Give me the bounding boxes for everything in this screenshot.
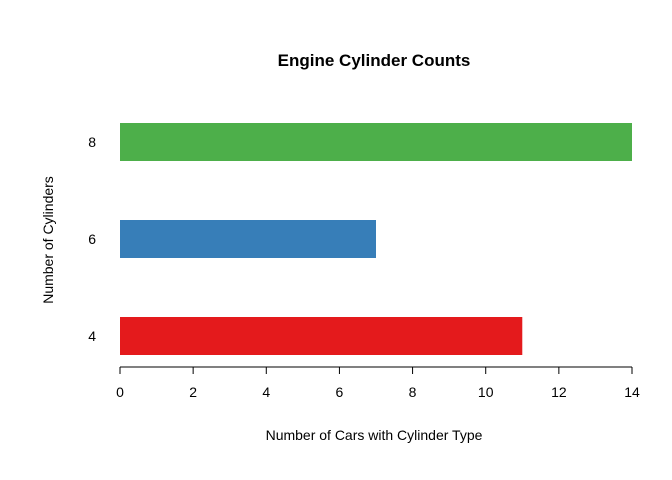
y-axis-label: Number of Cylinders [40, 176, 56, 304]
x-tick-label-4: 4 [262, 384, 270, 400]
x-axis-label: Number of Cars with Cylinder Type [266, 427, 483, 443]
y-tick-label-8: 8 [88, 134, 96, 150]
x-tick-label-14: 14 [624, 384, 640, 400]
y-category-labels: 4 6 8 [88, 134, 96, 344]
x-tick-label-6: 6 [336, 384, 344, 400]
bar-8-cylinders [120, 123, 632, 161]
bar-6-cylinders [120, 220, 376, 258]
y-tick-label-6: 6 [88, 231, 96, 247]
x-tick-label-10: 10 [478, 384, 494, 400]
chart-title: Engine Cylinder Counts [278, 51, 471, 70]
x-tick-label-8: 8 [409, 384, 417, 400]
y-tick-label-4: 4 [88, 328, 96, 344]
x-tick-label-12: 12 [551, 384, 567, 400]
bars-group [120, 123, 632, 355]
x-tick-label-0: 0 [116, 384, 124, 400]
x-tick-label-2: 2 [189, 384, 197, 400]
bar-4-cylinders [120, 317, 523, 355]
x-axis: 0 2 4 6 8 10 12 14 [116, 366, 640, 400]
